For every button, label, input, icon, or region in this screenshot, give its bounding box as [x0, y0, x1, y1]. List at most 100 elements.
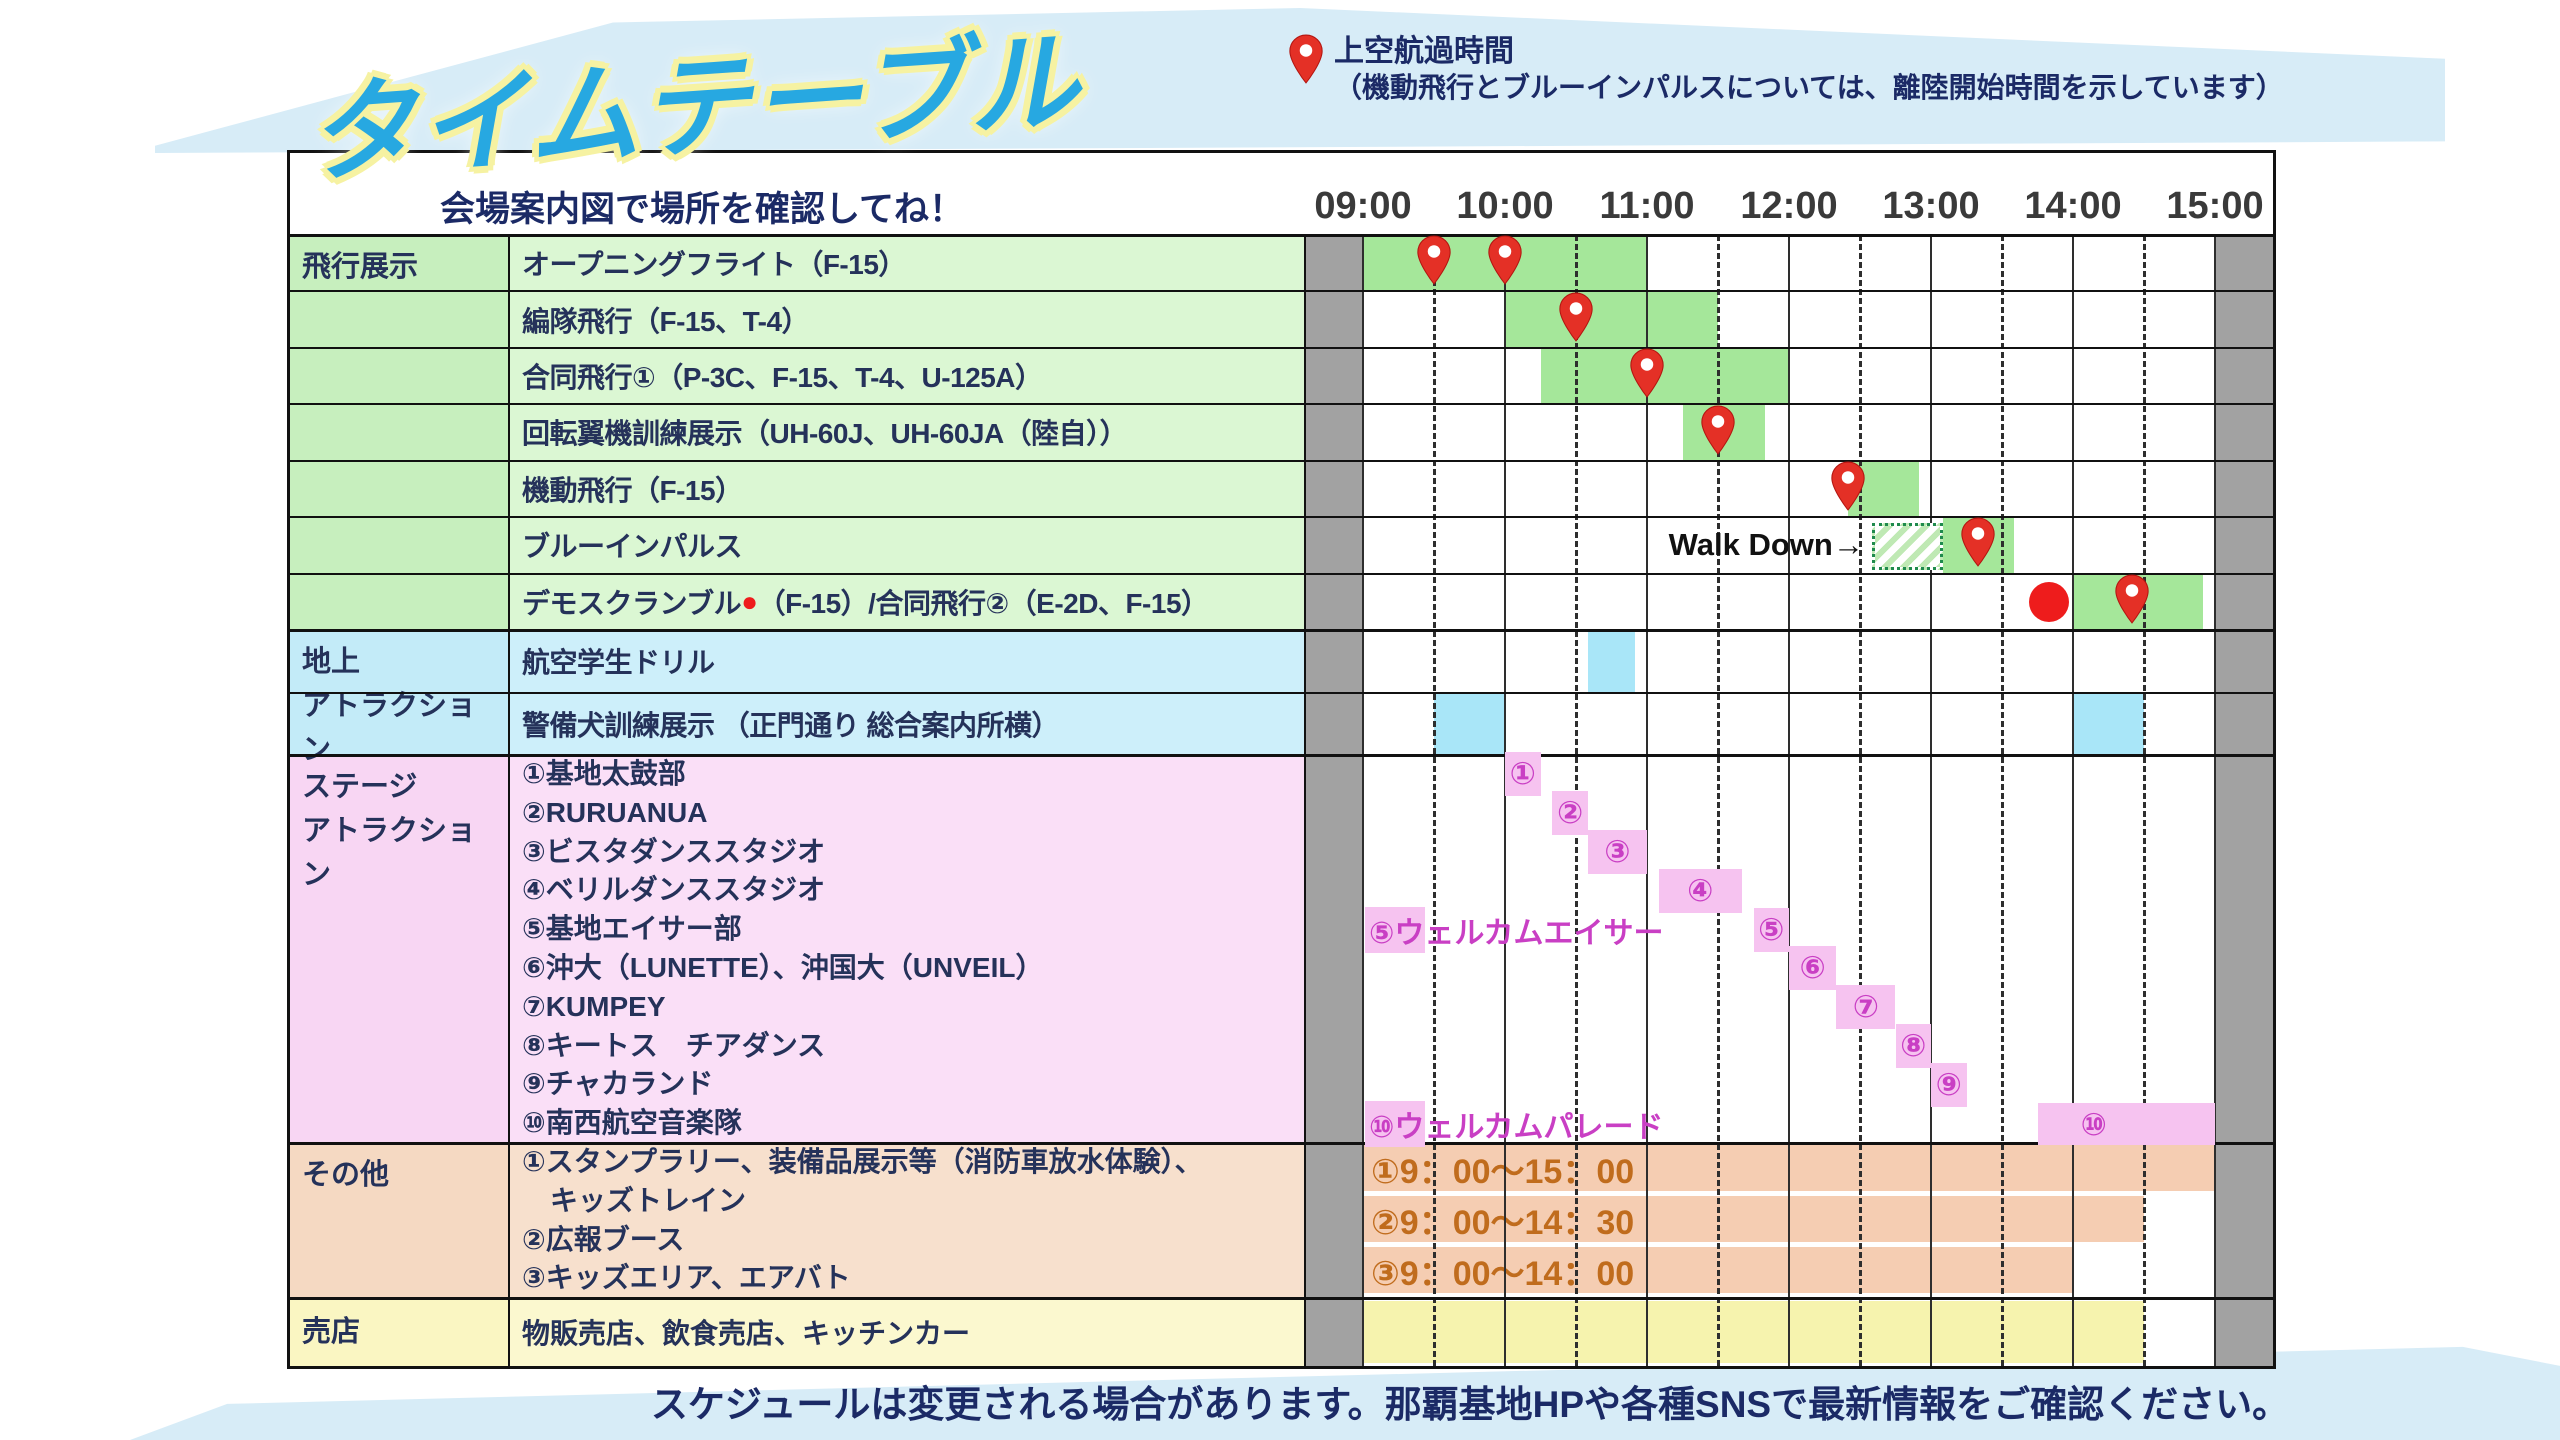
- stage-annotation-highlight: [1365, 906, 1425, 953]
- category-label-ground: 地上 アトラクション: [302, 646, 477, 766]
- stage-marker: ⑤: [1753, 907, 1789, 952]
- event-label-text: （F-15）/合同飛行②（E-2D、F-15）: [757, 587, 1209, 619]
- stage-list-item: ②RURUANUA: [522, 796, 708, 828]
- event-cell-stage: [508, 755, 1306, 1143]
- row-border: [290, 290, 2273, 293]
- event-label: 編隊飛行（F-15、T-4）: [522, 291, 1296, 347]
- other-list: ①スタンプラリー、装備品展示等（消防車放水体験）、 キッズトレイン ②広報ブース ③…: [522, 1143, 1296, 1298]
- section-border: [290, 1297, 2273, 1300]
- event-bar: [1505, 292, 1718, 347]
- stage-list-item: ⑧キートス チアダンス: [522, 1029, 826, 1061]
- other-list-item: ②広報ブース: [522, 1223, 685, 1255]
- red-dot-glyph: ●: [741, 585, 758, 617]
- stage-marker: ⑦: [1836, 985, 1896, 1030]
- other-bar: ②9：00～14：30: [1363, 1196, 2144, 1242]
- flyover-pin: [1960, 517, 1996, 568]
- flyover-pin: [1830, 461, 1866, 511]
- stage-list-item: ⑦KUMPEY: [522, 990, 666, 1022]
- stage-marker: ③: [1587, 830, 1647, 874]
- category-label-shop: 売店: [302, 1316, 361, 1348]
- location-pin-icon: [1559, 292, 1593, 342]
- stage-annotation: ⑩ウェルカムパレード: [1369, 1110, 1664, 1144]
- stage-annotation-highlight: [1365, 1100, 1425, 1147]
- category-label-stage: ステージ アトラクション: [302, 771, 477, 891]
- time-axis-label: 12:00: [1740, 185, 1838, 227]
- event-bar: [1540, 348, 1789, 404]
- event-label: 航空学生ドリル: [522, 630, 1296, 693]
- stage-list-item: ③ビスタダンススタジオ: [522, 835, 826, 867]
- gridline-hour: [1930, 235, 1932, 1366]
- gridline-half-hour: [2143, 235, 2146, 1366]
- time-axis-label: 15:00: [2166, 185, 2264, 227]
- chart-left-margin: [1306, 235, 1363, 1366]
- event-cell-flight: [508, 235, 1306, 630]
- section-border: [290, 629, 2273, 632]
- stage-marker: ①: [1505, 752, 1541, 797]
- row-border: [290, 346, 2273, 349]
- event-label: オープニングフライト（F-15）: [522, 235, 1296, 291]
- category-cell-stage: [290, 755, 508, 1143]
- event-label-text: 編隊飛行（F-15、T-4）: [522, 305, 810, 337]
- footer-note: スケジュールは変更される場合があります。那覇基地HPや各種SNSで最新情報をご確…: [650, 1384, 2290, 1425]
- gridline-half-hour: [1717, 235, 1720, 1366]
- category-label-flight: 飛行展示: [302, 251, 419, 283]
- timetable-table: 会場案内図で場所を確認してね！ 09:00 10:00 11:00 12:00 13:0…: [287, 150, 2276, 1369]
- event-cell-shop: [508, 1298, 1306, 1366]
- stage-list-item: ④ベリルダンススタジオ: [522, 874, 826, 906]
- stage-list-item: ⑨チャカランド: [522, 1068, 714, 1100]
- time-axis-label: 11:00: [1599, 185, 1695, 227]
- shop-label: 物販売店、飲食売店、キッチンカー: [522, 1318, 971, 1349]
- stage-list-item: ①基地太鼓部: [522, 758, 686, 789]
- section-border: [290, 1142, 2273, 1145]
- gridline-half-hour: [1433, 235, 1436, 1366]
- category-label-other: その他: [302, 1159, 390, 1191]
- event-label-text: デモスクランブル: [522, 587, 742, 619]
- flyover-pin: [1629, 348, 1665, 398]
- gridline-hour: [1362, 235, 1364, 1366]
- event-bar: [1587, 631, 1636, 692]
- flyover-pin: [2114, 574, 2150, 624]
- stage-list: ①基地太鼓部 ②RURUANUA ③ビスタダンススタジオ ④ベリルダンススタジオ ⑤基地…: [522, 755, 1296, 1143]
- time-axis-label: 09:00: [1314, 185, 1412, 227]
- demo-scramble-dot: [2029, 581, 2070, 622]
- event-label-text: 回転翼機訓練展示（UH-60J、UH-60JA（陸自））: [522, 418, 1128, 450]
- legend-line2: （機動飛行とブルーインパルスについては、離陸開始時間を示しています）: [1334, 72, 2284, 103]
- stage-wide-bar: ⑩: [2037, 1102, 2215, 1145]
- event-label-text: 航空学生ドリル: [522, 647, 715, 679]
- stage-marker: ②: [1552, 791, 1588, 836]
- stage-list-item: ⑥沖大（LUNETTE）、沖国大（UNVEIL）: [522, 951, 1044, 983]
- column-border-1: [508, 235, 510, 1366]
- row-border: [290, 572, 2273, 575]
- category-cell-flight: [290, 235, 508, 630]
- location-pin-icon: [1630, 348, 1664, 398]
- event-label: 機動飛行（F-15）: [522, 461, 1296, 517]
- event-label: 合同飛行①（P-3C、F-15、T-4、U-125A）: [522, 348, 1296, 404]
- event-label: 回転翼機訓練展示（UH-60J、UH-60JA（陸自））: [522, 404, 1296, 460]
- event-label: デモスクランブル ● （F-15）/合同飛行②（E-2D、F-15）: [522, 574, 1296, 630]
- legend: 上空航過時間 （機動飛行とブルーインパルスについては、離陸開始時間を示しています…: [1288, 34, 2284, 106]
- event-label-text: 機動飛行（F-15）: [522, 474, 743, 506]
- time-axis-label: 13:00: [1882, 185, 1980, 227]
- header-border: [290, 234, 2273, 237]
- column-border-2: [1304, 235, 1306, 1366]
- legend-line1: 上空航過時間: [1334, 35, 1514, 68]
- row-border: [290, 691, 2273, 694]
- gridline-hour: [1504, 235, 1506, 1366]
- stage-list-item: ⑤基地エイサー部: [522, 913, 742, 945]
- event-bar: [2073, 693, 2144, 754]
- chart-right-margin: [2215, 235, 2273, 1366]
- stage-marker: ⑧: [1895, 1024, 1931, 1068]
- location-pin-icon: [1288, 34, 1324, 106]
- stage-marker: ④: [1658, 868, 1742, 913]
- stage-wide-bar-label: ⑩: [2080, 1106, 2107, 1142]
- gridline-hour: [2072, 235, 2074, 1366]
- other-list-item: ③キッズエリア、エアバト: [522, 1262, 851, 1294]
- flyover-pin: [1487, 235, 1523, 285]
- location-pin-icon: [1831, 461, 1865, 511]
- row-border: [290, 516, 2273, 519]
- category-cell-other: [290, 1143, 508, 1298]
- stage-list-item: ⑩南西航空音楽隊: [522, 1107, 742, 1139]
- shop-bar: [1363, 1301, 2144, 1363]
- category-cell-shop: [290, 1298, 508, 1366]
